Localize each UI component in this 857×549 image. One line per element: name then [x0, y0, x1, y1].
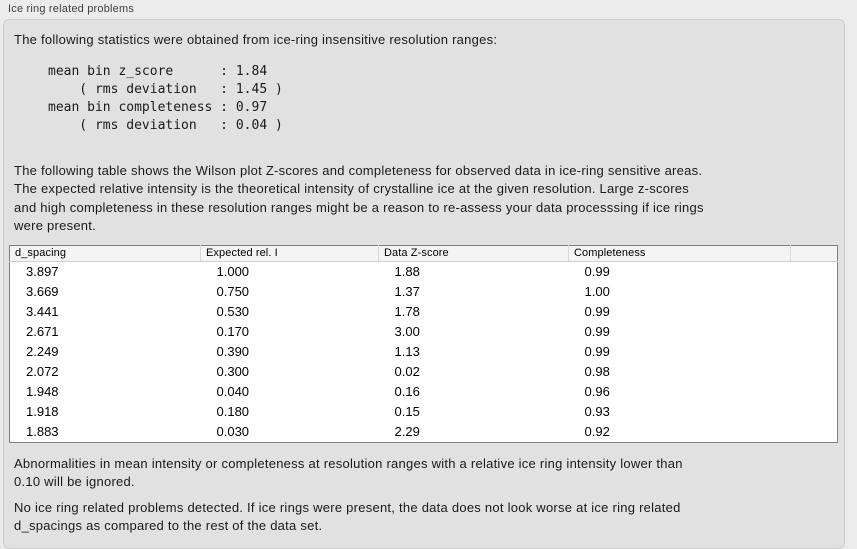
table-cell: 1.883	[26, 424, 59, 439]
column-header[interactable]: Expected rel. I	[200, 245, 379, 262]
table-cell	[791, 261, 838, 282]
table-row[interactable]: 1.883 0.030 2.29 0.92	[10, 422, 838, 443]
results-table: d_spacing Expected rel. I Data Z-score Comp…	[9, 244, 838, 443]
table-cell	[791, 342, 838, 362]
table-cell: 3.897	[26, 264, 59, 279]
table-cell: 1.000	[216, 264, 250, 279]
table-cell: 0.180	[216, 404, 250, 419]
table-cell: 0.98	[584, 364, 610, 379]
table-cell: 0.16	[394, 384, 420, 399]
table-cell	[791, 322, 838, 342]
description-text: The following table shows the Wilson plo…	[14, 162, 704, 234]
table-cell: 0.170	[216, 324, 250, 339]
table-cell: 2.29	[394, 424, 420, 439]
table-cell: 0.99	[584, 324, 610, 339]
table-cell	[791, 302, 838, 322]
table-row[interactable]: 3.669 0.750 1.37 1.00	[10, 282, 838, 302]
table-body: 3.897 1.000 1.88 0.99 3.669 0.750 1.37 1.00 3.44…	[10, 261, 838, 442]
table-cell: 0.93	[584, 404, 610, 419]
table-cell: 0.99	[584, 344, 610, 359]
table-row[interactable]: 1.948 0.040 0.16 0.96	[10, 382, 838, 402]
table-cell: 0.530	[216, 304, 250, 319]
table-row[interactable]: 3.441 0.530 1.78 0.99	[10, 302, 838, 322]
table-cell: 2.072	[26, 364, 59, 379]
table-row[interactable]: 3.897 1.000 1.88 0.99	[10, 261, 838, 282]
table-header-row: d_spacing Expected rel. I Data Z-score Comp…	[9, 245, 838, 262]
table-cell: 2.671	[26, 324, 59, 339]
table-cell: 1.00	[584, 284, 610, 299]
table-cell: 0.040	[216, 384, 250, 399]
table-cell: 0.750	[216, 284, 250, 299]
table-cell	[791, 422, 838, 443]
stats-block: mean bin z_score : 1.84 ( rms deviation …	[48, 63, 283, 133]
table-cell: 3.00	[394, 324, 420, 339]
table-cell: 0.030	[216, 424, 250, 439]
table-cell: 3.669	[26, 284, 59, 299]
table-cell	[791, 362, 838, 382]
table-cell: 0.02	[394, 364, 420, 379]
table-cell: 0.300	[216, 364, 250, 379]
table-cell: 0.99	[584, 264, 610, 279]
table-cell: 1.948	[26, 384, 59, 399]
table-cell: 2.249	[26, 344, 59, 359]
column-header[interactable]: Completeness	[568, 245, 791, 262]
note-ignore-threshold: Abnormalities in mean intensity or compl…	[14, 455, 683, 489]
table-cell: 3.441	[26, 304, 59, 319]
table-cell: 0.99	[584, 304, 610, 319]
table-cell: 0.96	[584, 384, 610, 399]
table-cell: 0.92	[584, 424, 610, 439]
note-no-problems: No ice ring related problems detected. I…	[14, 499, 681, 533]
table-row[interactable]: 2.072 0.300 0.02 0.98	[10, 362, 838, 382]
table-cell	[791, 282, 838, 302]
column-header[interactable]	[790, 245, 838, 262]
panel-title: Ice ring related problems	[8, 3, 135, 15]
table-cell: 1.13	[394, 344, 420, 359]
table-cell	[791, 382, 838, 402]
column-header[interactable]: d_spacing	[9, 245, 201, 262]
table-cell: 0.390	[216, 344, 250, 359]
ice-ring-group-box: The following statistics were obtained f…	[3, 19, 845, 549]
intro-text: The following statistics were obtained f…	[14, 32, 498, 47]
column-header[interactable]: Data Z-score	[378, 245, 569, 262]
table-cell	[791, 402, 838, 422]
table-row[interactable]: 2.249 0.390 1.13 0.99	[10, 342, 838, 362]
table-row[interactable]: 1.918 0.180 0.15 0.93	[10, 402, 838, 422]
table-row[interactable]: 2.671 0.170 3.00 0.99	[10, 322, 838, 342]
table-cell: 1.78	[394, 304, 420, 319]
table-cell: 0.15	[394, 404, 420, 419]
table-cell: 1.918	[26, 404, 59, 419]
table-cell: 1.37	[394, 284, 420, 299]
table-cell: 1.88	[394, 264, 420, 279]
